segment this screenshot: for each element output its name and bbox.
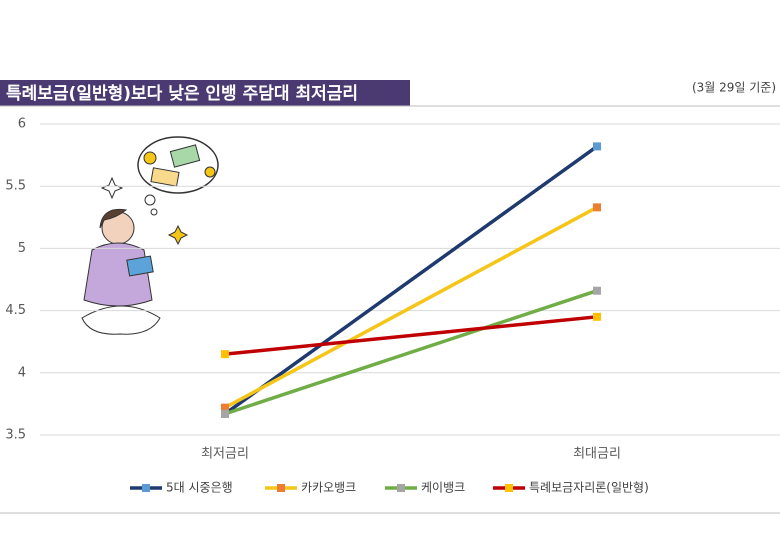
chart-subtitle: (3월 29일 기준) xyxy=(692,81,776,95)
y-tick-label: 3.5 xyxy=(5,428,26,443)
legend-label: 카카오뱅크 xyxy=(301,481,356,495)
point-marker xyxy=(593,142,601,151)
point-marker xyxy=(221,350,229,359)
point-marker xyxy=(593,286,601,295)
y-tick-label: 5 xyxy=(18,241,26,256)
legend-label: 케이뱅크 xyxy=(421,481,465,495)
illustration xyxy=(81,136,219,335)
title-background xyxy=(0,80,410,106)
y-tick-label: 4.5 xyxy=(5,303,26,318)
legend-marker xyxy=(505,484,513,492)
x-tick-label: 최저금리 xyxy=(201,447,249,462)
legend-marker xyxy=(142,484,150,492)
y-tick-label: 4 xyxy=(18,365,26,380)
point-marker xyxy=(593,312,601,321)
legend-marker xyxy=(277,484,285,492)
legend-label: 특례보금자리론(일반형) xyxy=(529,481,649,495)
series-line xyxy=(223,144,599,416)
y-tick-label: 6 xyxy=(18,117,26,132)
series-line xyxy=(224,315,598,356)
chart-title: 특례보금(일반형)보다 낮은 인뱅 주담대 최저금리 xyxy=(6,83,358,104)
x-tick-label: 최대금리 xyxy=(573,447,621,462)
point-marker xyxy=(221,403,229,412)
legend-label: 5대 시중은행 xyxy=(166,480,233,495)
legend-marker xyxy=(397,484,405,492)
y-tick-label: 5.5 xyxy=(5,179,26,194)
series-line xyxy=(224,205,598,410)
point-marker xyxy=(221,409,229,418)
series-line xyxy=(224,289,598,416)
point-marker xyxy=(593,203,601,212)
